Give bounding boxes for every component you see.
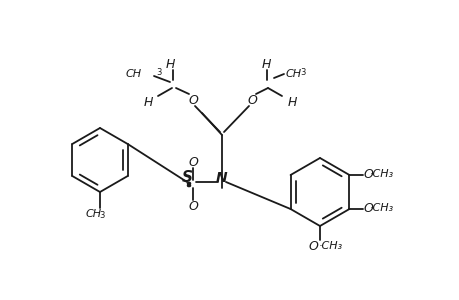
Text: O: O xyxy=(188,200,197,212)
Text: N: N xyxy=(216,171,227,185)
Text: O: O xyxy=(363,167,373,181)
Text: ·CH₃: ·CH₃ xyxy=(369,169,393,179)
Text: O: O xyxy=(363,202,373,214)
Text: H: H xyxy=(287,95,296,109)
Text: 3: 3 xyxy=(99,212,104,220)
Text: O: O xyxy=(188,94,197,106)
Text: O: O xyxy=(246,94,257,106)
Text: 3: 3 xyxy=(156,68,161,76)
Text: ·CH₃: ·CH₃ xyxy=(318,241,342,251)
Text: H: H xyxy=(143,95,152,109)
Text: CH: CH xyxy=(285,69,302,79)
Text: O: O xyxy=(308,239,317,253)
Text: CH: CH xyxy=(86,209,102,219)
Text: H: H xyxy=(165,58,174,70)
Text: H: H xyxy=(261,58,270,70)
Text: S: S xyxy=(181,170,192,185)
Text: CH: CH xyxy=(126,69,142,79)
Text: ·CH₃: ·CH₃ xyxy=(369,203,393,213)
Text: 3: 3 xyxy=(299,68,305,76)
Text: O: O xyxy=(188,155,197,169)
